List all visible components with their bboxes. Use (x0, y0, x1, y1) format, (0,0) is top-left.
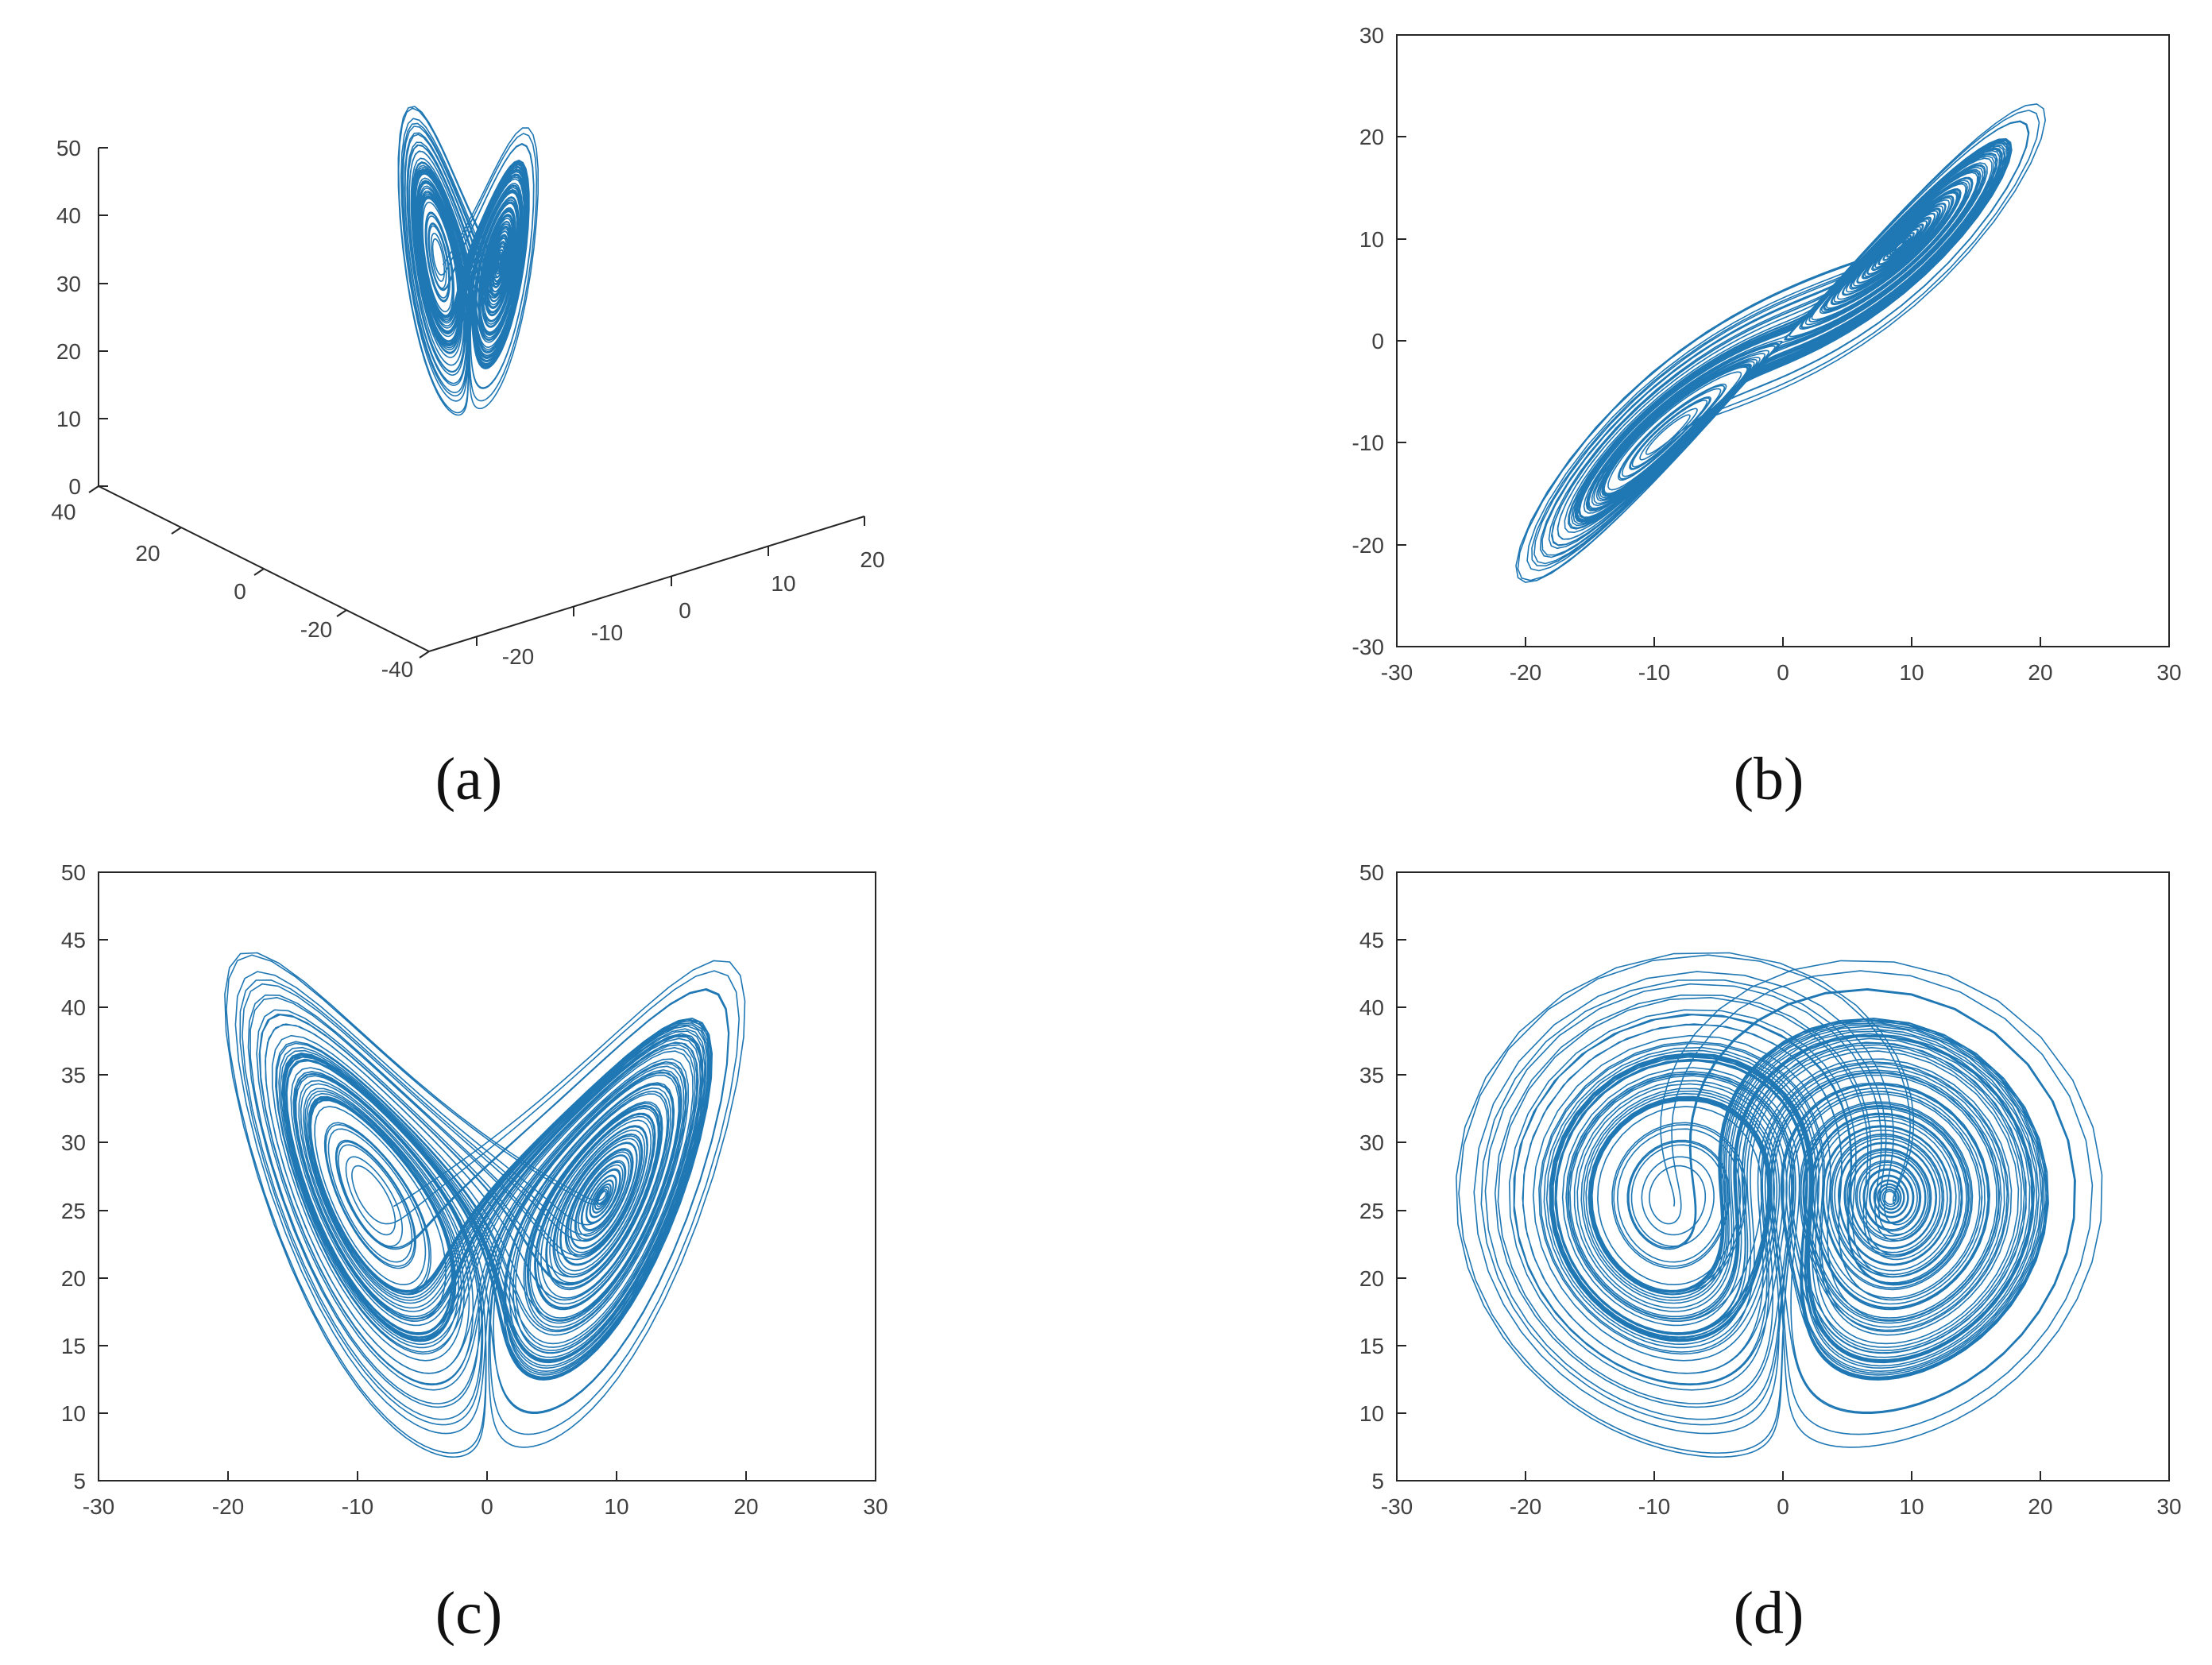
panel-a-z-tick-label: 20 (56, 339, 81, 364)
panel-a: 0 10 20 30 40 50 40 20 0 -20 -40 -20 - (51, 106, 885, 813)
panel-d-y-tick-label: 45 (1359, 928, 1384, 952)
panel-d-x-tick-label: 0 (1777, 1494, 1789, 1519)
panel-c-y-tick-label: 5 (73, 1469, 86, 1493)
panel-d-y-tick-label: 15 (1359, 1334, 1384, 1358)
panel-c-caption: (c) (435, 1580, 502, 1647)
panel-d-y-tick-label: 20 (1359, 1266, 1384, 1291)
panel-a-x-tick-label: 10 (771, 571, 795, 596)
panel-b-caption: (b) (1734, 746, 1804, 813)
panel-b-x-tick-label: 20 (2028, 660, 2052, 685)
panel-a-y-tick-label: 0 (234, 579, 246, 604)
panel-d-y-tick-label: 25 (1359, 1199, 1384, 1223)
panel-d-y-tick-label: 5 (1371, 1469, 1384, 1493)
panel-d-x-tick-label: 30 (2156, 1494, 2181, 1519)
panel-c-x-tick-label: 10 (604, 1494, 628, 1519)
panel-c-y-tick-label: 10 (61, 1401, 86, 1426)
panel-a-x-tick-label: 0 (679, 598, 691, 623)
panel-c-y-tick-label: 15 (61, 1334, 86, 1358)
panel-d-x-tick-label: -30 (1381, 1494, 1413, 1519)
panel-a-y-tick-label: 20 (135, 541, 160, 566)
panel-d-x-tick-label: -20 (1510, 1494, 1541, 1519)
panel-d-y-tick-label: 30 (1359, 1130, 1384, 1155)
panel-b-y-tick-label: -20 (1352, 533, 1384, 558)
panel-c: -30 -20 -10 0 10 20 30 5 10 15 20 25 30 … (61, 860, 888, 1647)
panel-d-x-tick-label: -10 (1638, 1494, 1670, 1519)
panel-c-x-tick-label: -30 (83, 1494, 114, 1519)
panel-d-y-tick-label: 35 (1359, 1063, 1384, 1087)
panel-d: -30 -20 -10 0 10 20 30 5 10 15 20 25 30 … (1359, 860, 2182, 1647)
panel-a-x-ticks: -20 -10 0 10 20 (476, 516, 885, 669)
panel-c-y-tick-label: 35 (61, 1063, 86, 1087)
panel-c-y-tick-label: 20 (61, 1266, 86, 1291)
panel-b-y-tick-label: -30 (1352, 635, 1384, 659)
panel-a-y-tick-label: 40 (51, 500, 75, 524)
panel-d-y-tick-label: 40 (1359, 995, 1384, 1020)
panel-b-x-tick-label: 30 (2156, 660, 2181, 685)
panel-c-x-tick-label: 30 (863, 1494, 888, 1519)
panel-b-axes-box (1396, 34, 2170, 647)
panel-c-y-tick-label: 40 (61, 995, 86, 1020)
panel-b-y-tick-label: 0 (1371, 329, 1384, 353)
panel-d-x-tick-label: 20 (2028, 1494, 2052, 1519)
panel-b-y-tick-label: 30 (1359, 23, 1384, 48)
panel-c-y-tick-label: 50 (61, 860, 86, 885)
panel-c-y-ticks: 5 10 15 20 25 30 35 40 45 50 (61, 860, 108, 1493)
panel-a-x-tick-label: -20 (502, 644, 534, 669)
panel-b-x-tick-label: -20 (1510, 660, 1541, 685)
panel-d-y-tick-label: 10 (1359, 1401, 1384, 1426)
panel-c-y-tick-label: 45 (61, 928, 86, 952)
panel-a-z-tick-label: 50 (56, 136, 81, 160)
panel-a-caption: (a) (435, 746, 502, 813)
panel-b-x-ticks: -30 -20 -10 0 10 20 30 (1381, 637, 2182, 685)
panel-a-y-tick-label: -40 (381, 657, 413, 682)
panel-c-x-tick-label: 0 (481, 1494, 493, 1519)
panel-a-x-tick-label: -10 (591, 620, 623, 645)
panel-c-x-ticks: -30 -20 -10 0 10 20 30 (83, 1471, 888, 1519)
panel-a-x-tick-label: 20 (860, 547, 884, 572)
panel-d-attractor-trace (1456, 952, 2103, 1458)
panel-c-axes-box (98, 871, 876, 1482)
panel-a-attractor-trace (397, 106, 539, 416)
panel-a-z-tick-label: 30 (56, 272, 81, 296)
panel-b-y-tick-label: 20 (1359, 125, 1384, 149)
panel-c-x-tick-label: -20 (212, 1494, 244, 1519)
panel-c-x-tick-label: -10 (342, 1494, 373, 1519)
panel-a-z-tick-label: 0 (68, 474, 81, 499)
panel-b-x-tick-label: 0 (1777, 660, 1789, 685)
panel-d-y-ticks: 5 10 15 20 25 30 35 40 45 50 (1359, 860, 1406, 1493)
panel-b-attractor-trace (1515, 103, 2046, 583)
panel-a-z-ticks: 0 10 20 30 40 50 (56, 136, 108, 499)
panel-c-y-tick-label: 30 (61, 1130, 86, 1155)
panel-d-caption: (d) (1734, 1580, 1804, 1647)
panel-c-attractor-trace (224, 952, 746, 1458)
panel-d-x-ticks: -30 -20 -10 0 10 20 30 (1381, 1471, 2182, 1519)
panel-b-y-tick-label: -10 (1352, 431, 1384, 455)
panel-b-y-ticks: -30 -20 -10 0 10 20 30 (1352, 23, 1406, 659)
panel-a-y-tick-label: -20 (300, 617, 332, 642)
panel-a-y-ticks: 40 20 0 -20 -40 (51, 485, 430, 682)
panel-b-x-tick-label: -30 (1381, 660, 1413, 685)
panel-b-y-tick-label: 10 (1359, 227, 1384, 252)
panel-c-y-tick-label: 25 (61, 1199, 86, 1223)
panel-c-x-tick-label: 20 (733, 1494, 758, 1519)
panel-a-z-tick-label: 40 (56, 203, 81, 228)
panel-d-y-tick-label: 50 (1359, 860, 1384, 885)
panel-b-x-tick-label: 10 (1899, 660, 1924, 685)
panel-a-x-axis (428, 516, 865, 652)
panel-a-z-tick-label: 10 (56, 407, 81, 431)
panel-b-x-tick-label: -10 (1638, 660, 1670, 685)
panel-d-x-tick-label: 10 (1899, 1494, 1924, 1519)
panel-b: -30 -20 -10 0 10 20 30 -30 -20 -10 0 10 … (1352, 23, 2182, 813)
